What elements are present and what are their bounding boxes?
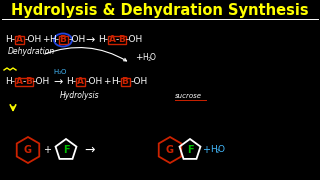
Text: -OH: -OH <box>25 35 42 44</box>
Text: B: B <box>119 35 125 44</box>
Text: F: F <box>187 145 193 155</box>
Text: -OH: -OH <box>131 78 148 87</box>
Text: O: O <box>218 145 225 154</box>
Text: G: G <box>166 145 174 155</box>
Text: G: G <box>24 145 32 155</box>
Bar <box>121 78 130 86</box>
Text: -: - <box>116 35 119 44</box>
Text: +: + <box>43 145 51 155</box>
Text: Hydrolysis: Hydrolysis <box>60 91 100 100</box>
Bar <box>14 36 23 44</box>
Text: B: B <box>122 78 128 87</box>
Text: -OH: -OH <box>69 35 86 44</box>
Text: +: + <box>135 53 142 62</box>
Bar <box>59 36 68 44</box>
FancyArrowPatch shape <box>44 48 126 61</box>
Text: sucrose: sucrose <box>175 93 202 99</box>
Text: +: + <box>202 145 210 155</box>
Text: -: - <box>22 78 26 87</box>
Bar <box>15 78 33 86</box>
Bar <box>76 78 84 86</box>
Text: F: F <box>63 145 69 155</box>
Text: A: A <box>108 35 116 44</box>
Text: O: O <box>150 53 156 62</box>
Text: -OH: -OH <box>86 78 103 87</box>
Text: 2: 2 <box>215 149 219 154</box>
Text: O: O <box>61 69 66 75</box>
Text: H-: H- <box>66 78 76 87</box>
Text: H-: H- <box>5 78 15 87</box>
Text: A: A <box>15 78 22 87</box>
Text: +: + <box>42 35 50 44</box>
Text: H: H <box>53 69 58 75</box>
Text: →: → <box>53 77 63 87</box>
Text: B: B <box>26 78 32 87</box>
Bar <box>108 36 126 44</box>
Text: 2: 2 <box>148 57 151 62</box>
Text: A: A <box>76 78 84 87</box>
Text: 2: 2 <box>59 71 61 75</box>
Text: →: → <box>85 35 95 45</box>
Text: Hydrolysis & Dehydration Synthesis: Hydrolysis & Dehydration Synthesis <box>11 3 309 19</box>
Text: A: A <box>15 35 22 44</box>
Text: B: B <box>60 35 67 44</box>
Text: -OH: -OH <box>33 78 50 87</box>
Text: Dehydration: Dehydration <box>8 48 55 57</box>
Text: H: H <box>142 53 148 62</box>
Text: →: → <box>85 143 95 156</box>
Text: +: + <box>103 78 110 87</box>
Text: H: H <box>210 145 217 154</box>
Text: -OH: -OH <box>126 35 143 44</box>
Text: H-: H- <box>5 35 15 44</box>
Text: H-: H- <box>49 35 59 44</box>
Text: H-: H- <box>111 78 121 87</box>
Text: H-: H- <box>98 35 108 44</box>
